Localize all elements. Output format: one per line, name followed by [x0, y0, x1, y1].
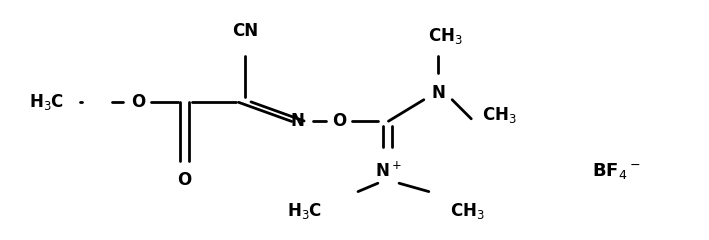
Text: N: N [291, 112, 305, 130]
Text: CH$_3$: CH$_3$ [450, 201, 485, 221]
Text: N$^+$: N$^+$ [375, 162, 402, 181]
Text: O: O [132, 93, 146, 111]
Text: O: O [332, 112, 346, 130]
Text: O: O [177, 171, 192, 189]
Text: CH$_3$: CH$_3$ [482, 105, 517, 125]
Text: CH$_3$: CH$_3$ [428, 26, 462, 47]
Text: N: N [431, 84, 445, 102]
Text: H$_3$C: H$_3$C [29, 92, 65, 112]
Text: H$_3$C: H$_3$C [287, 201, 323, 221]
Text: CN: CN [232, 22, 258, 40]
Text: BF$_4$$^-$: BF$_4$$^-$ [592, 161, 641, 181]
